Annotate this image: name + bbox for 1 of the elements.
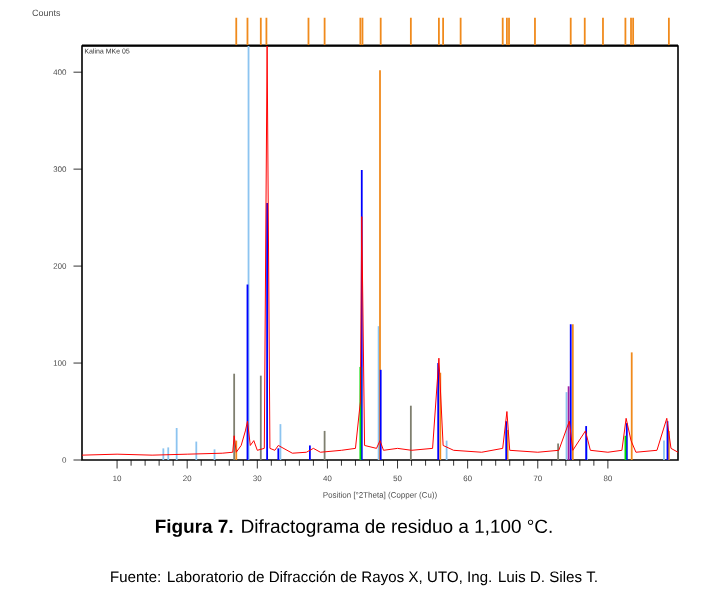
text: Figura 7. Difractograma de residuo a 1,100 °C. [155, 519, 552, 537]
